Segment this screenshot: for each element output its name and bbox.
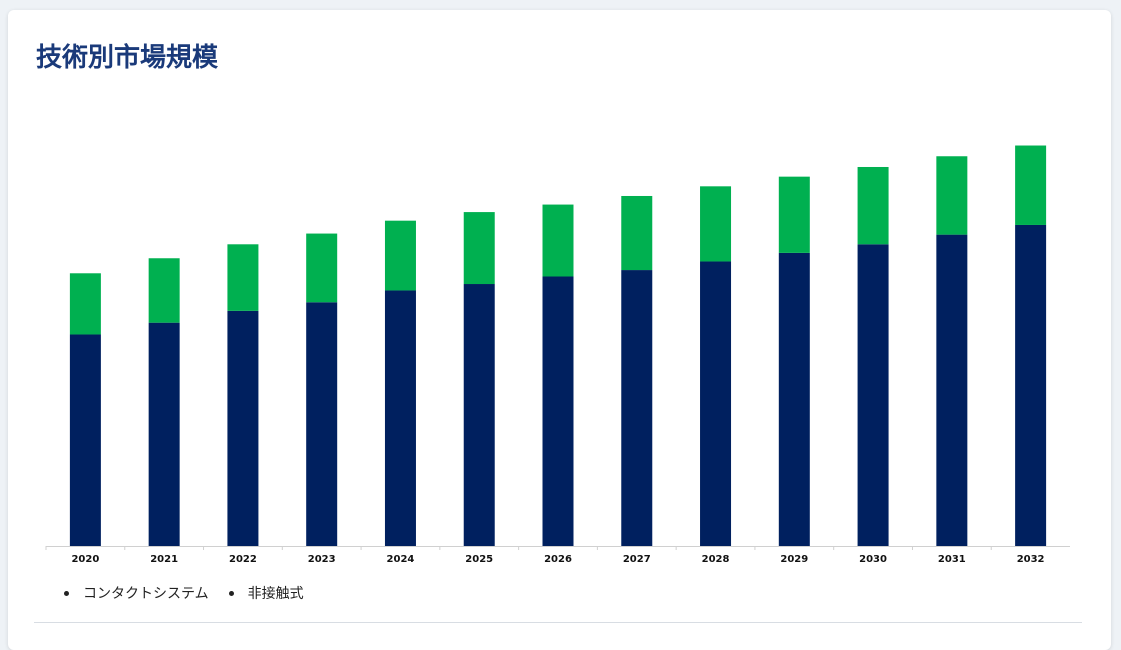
chart-title: 技術別市場規模 xyxy=(36,43,219,73)
bar-contact-2020[interactable] xyxy=(69,334,101,546)
stacked-bar-chart: 2020 2021 2022 2023 2024 2025 2026 2027 2028 2029… xyxy=(45,145,1070,565)
bar-contact-2025[interactable] xyxy=(463,284,495,546)
chart-card: 技術別市場規模 2020 2021 2022 2023 2024 2025 2026 2027… xyxy=(8,10,1111,650)
legend: コンタクトシステム 非接触式 xyxy=(64,583,304,603)
bar-contact-2028[interactable] xyxy=(700,261,732,546)
legend-label-contactless: 非接触式 xyxy=(247,586,304,602)
x-tick-label: 2023 xyxy=(308,554,336,565)
bullet-icon xyxy=(228,590,234,596)
bar-contact-2022[interactable] xyxy=(227,310,259,546)
bar-contactless-2022[interactable] xyxy=(227,244,259,311)
x-tick-label: 2022 xyxy=(229,554,257,565)
bar-contact-2027[interactable] xyxy=(621,270,653,546)
bar-contact-2030[interactable] xyxy=(857,244,889,546)
x-tick-label: 2028 xyxy=(702,554,730,565)
bar-contact-2031[interactable] xyxy=(936,234,968,546)
bar-contactless-2031[interactable] xyxy=(936,156,968,235)
bar-contactless-2028[interactable] xyxy=(700,186,732,262)
x-tick-label: 2030 xyxy=(859,554,887,565)
x-tick-label: 2020 xyxy=(71,554,99,565)
bar-contact-2024[interactable] xyxy=(384,290,416,546)
bar-contactless-2025[interactable] xyxy=(463,212,495,285)
bar-contactless-2029[interactable] xyxy=(778,176,810,253)
bullet-icon xyxy=(64,590,69,596)
bar-contactless-2032[interactable] xyxy=(1015,145,1047,225)
bar-contact-2021[interactable] xyxy=(148,322,180,546)
bar-contactless-2030[interactable] xyxy=(857,166,889,245)
x-tick-label: 2027 xyxy=(623,554,651,565)
x-tick-label: 2032 xyxy=(1017,554,1045,565)
x-tick-label: 2026 xyxy=(544,554,572,565)
legend-item-contact[interactable]: コンタクトシステム xyxy=(64,583,209,603)
bar-contactless-2026[interactable] xyxy=(542,204,574,277)
bar-contactless-2020[interactable] xyxy=(69,273,101,335)
bar-contact-2023[interactable] xyxy=(306,302,338,546)
legend-label-contact: コンタクトシステム xyxy=(83,586,209,602)
x-tick-label: 2029 xyxy=(780,554,808,565)
bar-contactless-2021[interactable] xyxy=(148,258,180,323)
x-tick-label: 2021 xyxy=(150,554,178,565)
bar-contact-2029[interactable] xyxy=(778,252,810,546)
bar-contact-2026[interactable] xyxy=(542,276,574,546)
divider xyxy=(34,622,1082,623)
bar-contactless-2023[interactable] xyxy=(306,233,338,303)
legend-item-contactless[interactable]: 非接触式 xyxy=(228,583,304,603)
bar-contactless-2027[interactable] xyxy=(621,195,653,271)
bar-contact-2032[interactable] xyxy=(1015,224,1047,546)
x-tick-label: 2024 xyxy=(387,554,415,565)
x-tick-label: 2031 xyxy=(938,554,966,565)
x-tick-label: 2025 xyxy=(465,554,493,565)
bar-contactless-2024[interactable] xyxy=(384,220,416,291)
